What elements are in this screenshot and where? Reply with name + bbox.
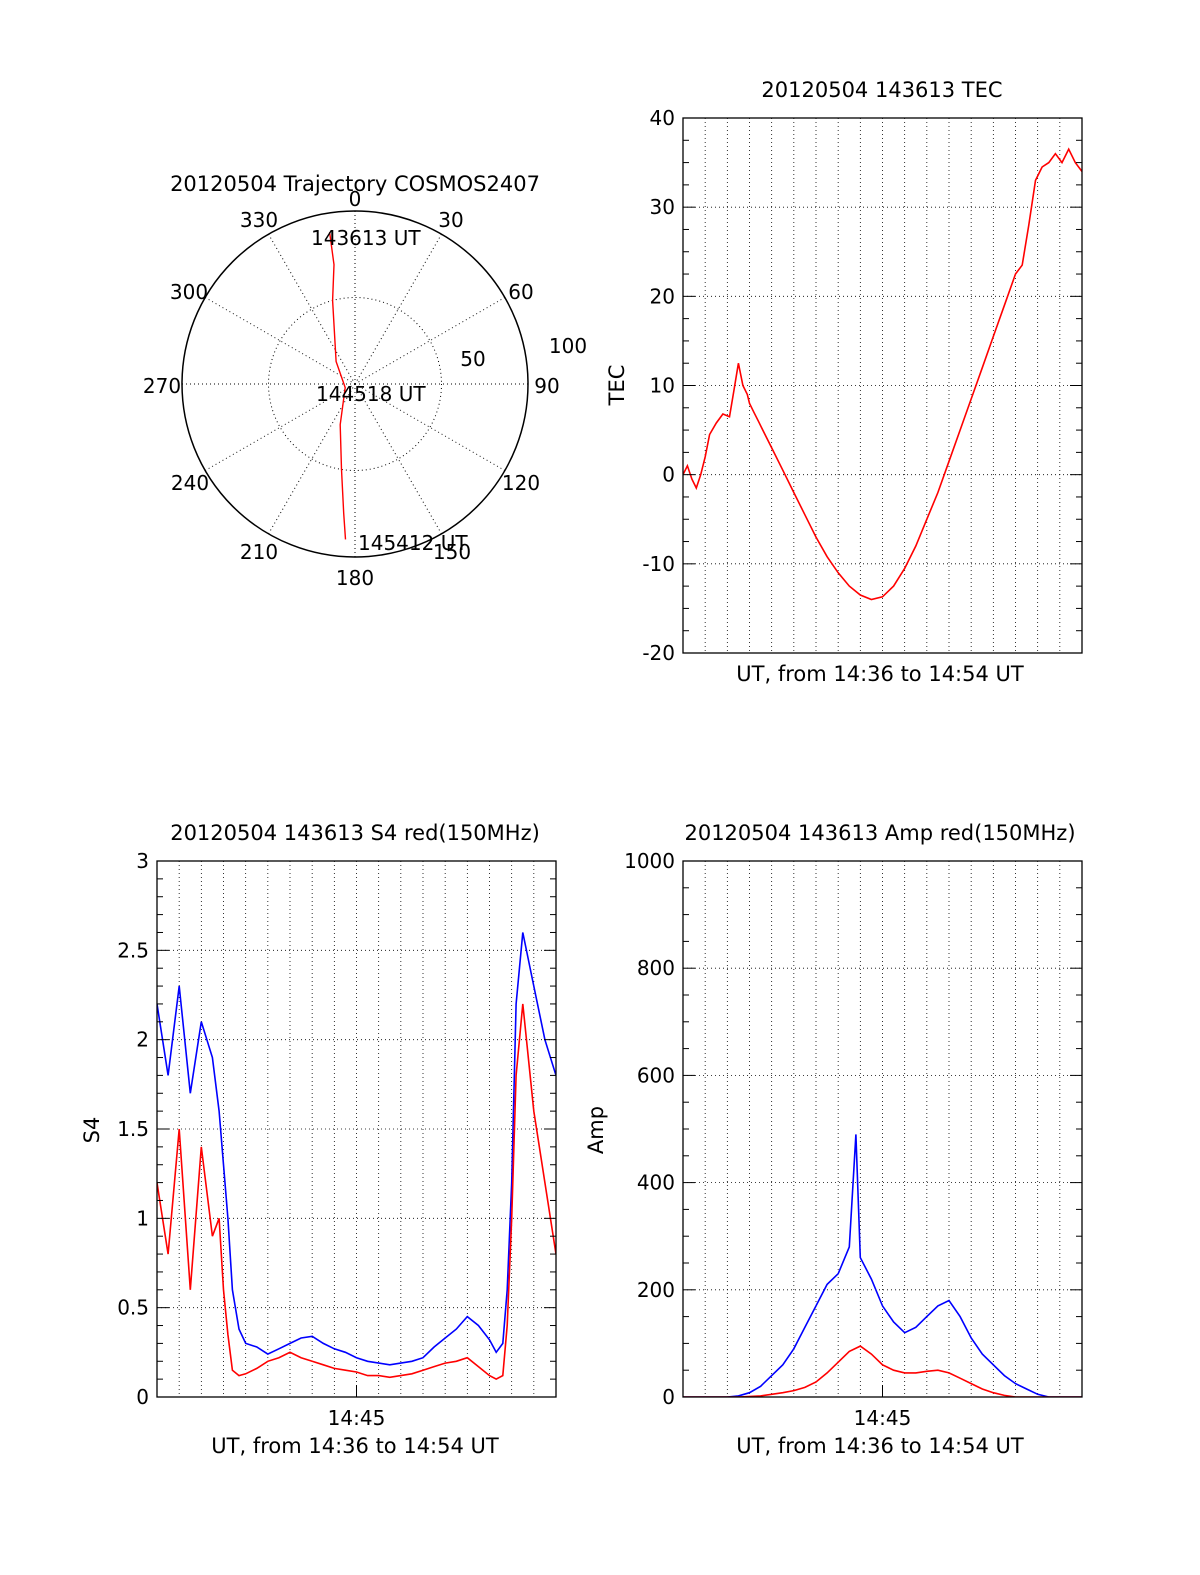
angle-label: 120 <box>502 471 540 495</box>
polar-spoke <box>354 297 506 385</box>
series-line <box>157 1003 556 1381</box>
y-tick-label: 400 <box>637 1171 675 1195</box>
chart-title: 20120504 143613 Amp red(150MHz) <box>684 821 1075 845</box>
series-line <box>683 1134 1082 1397</box>
s4-plot: 20120504 143613 S4 red(150MHz) UT, from … <box>80 821 557 1458</box>
polar-spoke <box>268 383 356 535</box>
angle-label: 240 <box>171 471 209 495</box>
x-tick-label: 14:45 <box>854 1406 912 1430</box>
angle-label: 210 <box>240 540 278 564</box>
amp-plot: 20120504 143613 Amp red(150MHz) UT, from… <box>584 821 1083 1458</box>
y-tick-label: 30 <box>650 195 675 219</box>
chart-title: 20120504 143613 S4 red(150MHz) <box>170 821 540 845</box>
tec-plot: 20120504 143613 TEC UT, from 14:36 to 14… <box>605 78 1083 686</box>
y-tick-label: -20 <box>642 641 675 665</box>
angle-label: 60 <box>508 280 533 304</box>
trajectory-time-label: 145412 UT <box>358 531 468 555</box>
ring-label: 100 <box>549 334 587 358</box>
y-tick-label: 1 <box>136 1206 149 1230</box>
angle-label: 90 <box>534 374 559 398</box>
plot-area: 0 0.5 1 1.5 2 2.5 3 14:45 <box>117 849 557 1430</box>
plot-area: -20 -10 0 10 20 30 40 <box>642 106 1083 665</box>
polar-spoke <box>354 383 442 535</box>
x-tick-label: 14:45 <box>328 1406 386 1430</box>
angle-label: 30 <box>438 208 463 232</box>
y-axis-label: S4 <box>80 1117 104 1144</box>
y-tick-label: 1000 <box>624 849 675 873</box>
trajectory-time-label: 143613 UT <box>311 226 421 250</box>
y-tick-label: 0 <box>136 1385 149 1409</box>
series-group <box>328 232 347 540</box>
series-line <box>683 1345 1082 1397</box>
polar-grid <box>181 210 529 558</box>
y-tick-label: 10 <box>650 374 675 398</box>
y-tick-label: 40 <box>650 106 675 130</box>
series-group <box>157 932 556 1381</box>
angle-label: 150 <box>433 540 471 564</box>
y-tick-label: 20 <box>650 284 675 308</box>
polar-spoke <box>204 383 356 471</box>
polar-ring <box>268 297 442 471</box>
y-tick-label: 200 <box>637 1278 675 1302</box>
y-tick-label: 2 <box>136 1028 149 1052</box>
angle-label: 180 <box>336 566 374 590</box>
polar-spoke <box>354 383 506 471</box>
series-group <box>683 1134 1082 1397</box>
y-tick-label: 0.5 <box>117 1296 149 1320</box>
polar-spoke <box>354 233 442 385</box>
angle-label: 330 <box>240 208 278 232</box>
y-axis-label: TEC <box>605 365 629 407</box>
chart-title: 20120504 143613 TEC <box>761 78 1002 102</box>
y-tick-label: 0 <box>662 463 675 487</box>
y-tick-label: 2.5 <box>117 938 149 962</box>
polar-spoke <box>204 297 356 385</box>
y-axis-label: Amp <box>584 1106 608 1154</box>
trajectory-polar-plot: 20120504 Trajectory COSMOS2407 0 30 60 90 12… <box>143 172 587 590</box>
angle-label: 270 <box>143 374 181 398</box>
series-group <box>683 147 1082 601</box>
x-axis-label: UT, from 14:36 to 14:54 UT <box>211 1434 499 1458</box>
polar-spoke <box>268 233 356 385</box>
y-tick-label: 1.5 <box>117 1117 149 1141</box>
angle-label: 300 <box>170 280 208 304</box>
x-axis-label: UT, from 14:36 to 14:54 UT <box>736 1434 1024 1458</box>
ring-label: 50 <box>460 347 485 371</box>
chart-title: 20120504 Trajectory COSMOS2407 <box>170 172 540 196</box>
y-tick-label: 3 <box>136 849 149 873</box>
trajectory-time-label: 144518 UT <box>316 382 426 406</box>
y-tick-label: 600 <box>637 1063 675 1087</box>
angle-label: 0 <box>349 187 362 211</box>
plot-area: 0 200 400 600 800 1000 14:45 <box>624 849 1083 1430</box>
y-tick-label: 0 <box>662 1385 675 1409</box>
trajectory-line <box>328 232 347 540</box>
series-line <box>683 147 1082 601</box>
y-tick-label: -10 <box>642 552 675 576</box>
x-axis-label: UT, from 14:36 to 14:54 UT <box>736 662 1024 686</box>
series-line <box>157 932 556 1366</box>
y-tick-label: 800 <box>637 956 675 980</box>
polar-labels: 0 30 60 90 120 150 180 210 240 270 300 330 50 100 1436… <box>143 187 587 590</box>
